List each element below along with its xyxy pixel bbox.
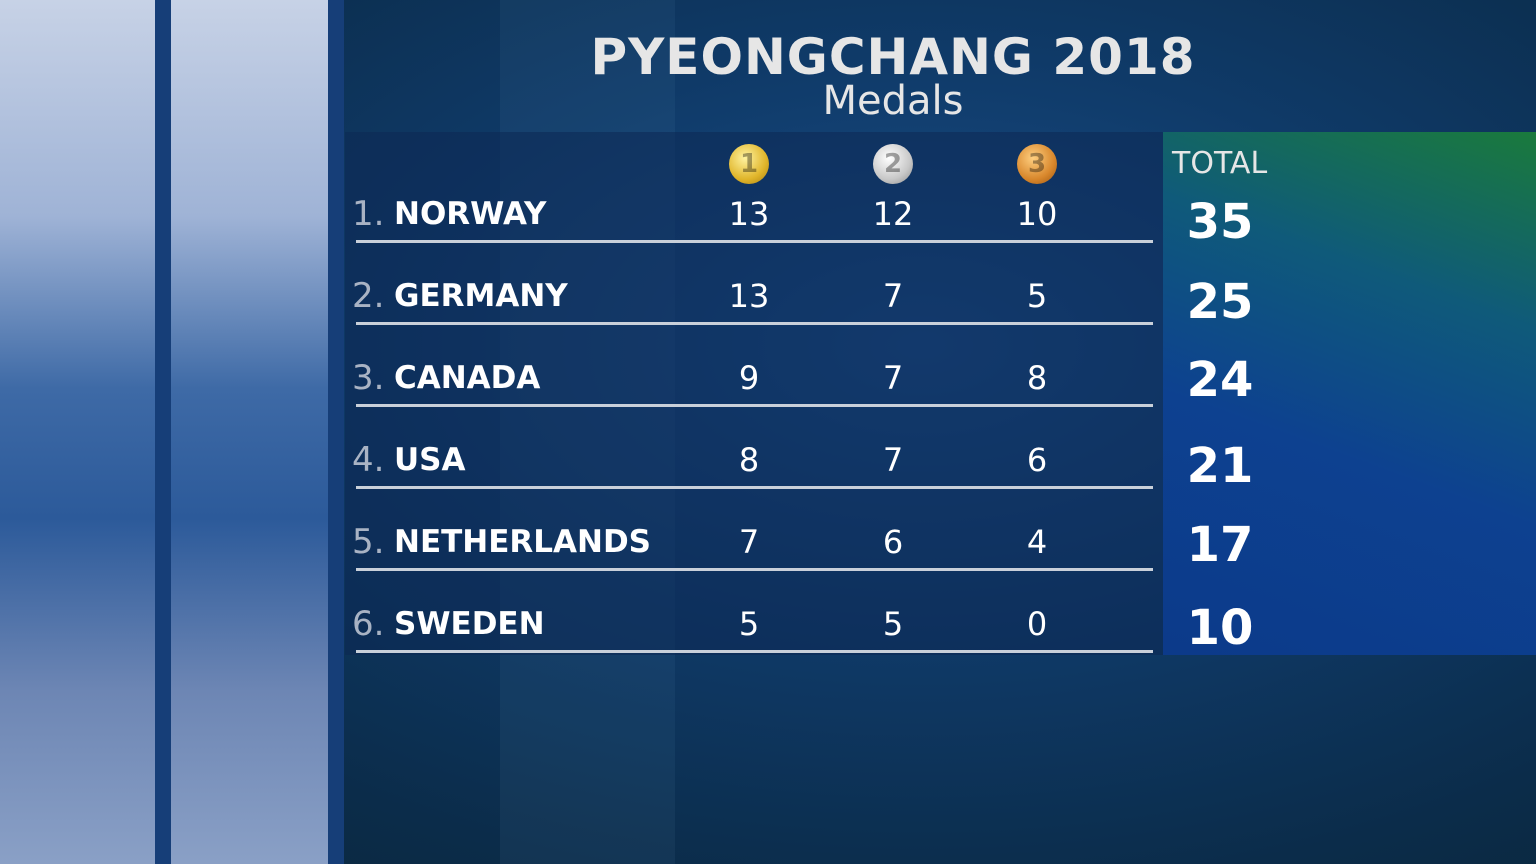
total-panel — [1163, 132, 1536, 655]
medal-count: 5 — [1026, 277, 1048, 315]
medal-icon: 3 — [1017, 144, 1057, 184]
row-divider — [356, 486, 1153, 489]
medal-count: 4 — [1026, 523, 1048, 561]
medal-count: 7 — [882, 359, 904, 397]
table-panel — [345, 132, 1163, 655]
country: GERMANY — [394, 278, 568, 314]
total-header: TOTAL — [1172, 146, 1268, 181]
rank: 4. — [352, 440, 385, 480]
medal-count: 8 — [1026, 359, 1048, 397]
medal-count: 6 — [1026, 441, 1048, 479]
subtitle: Medals — [822, 78, 964, 124]
rank: 3. — [352, 358, 385, 398]
vertical-bar — [328, 0, 344, 864]
medal-count: 5 — [882, 605, 904, 643]
total-count: 35 — [1186, 194, 1254, 250]
medal-count: 8 — [738, 441, 760, 479]
country: NORWAY — [394, 196, 547, 232]
medal-count: 10 — [1016, 195, 1058, 233]
country: SWEDEN — [394, 606, 545, 642]
total-count: 24 — [1186, 352, 1254, 408]
medal-icon: 2 — [873, 144, 913, 184]
rank: 6. — [352, 604, 385, 644]
medal-count: 7 — [738, 523, 760, 561]
medal-count: 9 — [738, 359, 760, 397]
country: USA — [394, 442, 466, 478]
country: CANADA — [394, 360, 541, 396]
medal-count: 12 — [872, 195, 914, 233]
vertical-bar — [155, 0, 171, 864]
medal-count: 7 — [882, 441, 904, 479]
medal-count: 7 — [882, 277, 904, 315]
medal-icon: 1 — [729, 144, 769, 184]
total-count: 21 — [1186, 438, 1254, 494]
medal-count: 13 — [728, 195, 770, 233]
row-divider — [356, 568, 1153, 571]
row-divider — [356, 322, 1153, 325]
medal-count: 6 — [882, 523, 904, 561]
total-count: 10 — [1186, 600, 1254, 656]
total-count: 25 — [1186, 274, 1254, 330]
medal-count: 5 — [738, 605, 760, 643]
rank: 5. — [352, 522, 385, 562]
rank: 1. — [352, 194, 385, 234]
row-divider — [356, 650, 1153, 653]
title: PYEONGCHANG 2018 — [590, 28, 1196, 86]
medal-count: 0 — [1026, 605, 1048, 643]
row-divider — [356, 240, 1153, 243]
medal-count: 13 — [728, 277, 770, 315]
country: NETHERLANDS — [394, 524, 652, 560]
row-divider — [356, 404, 1153, 407]
rank: 2. — [352, 276, 385, 316]
total-count: 17 — [1186, 517, 1254, 573]
